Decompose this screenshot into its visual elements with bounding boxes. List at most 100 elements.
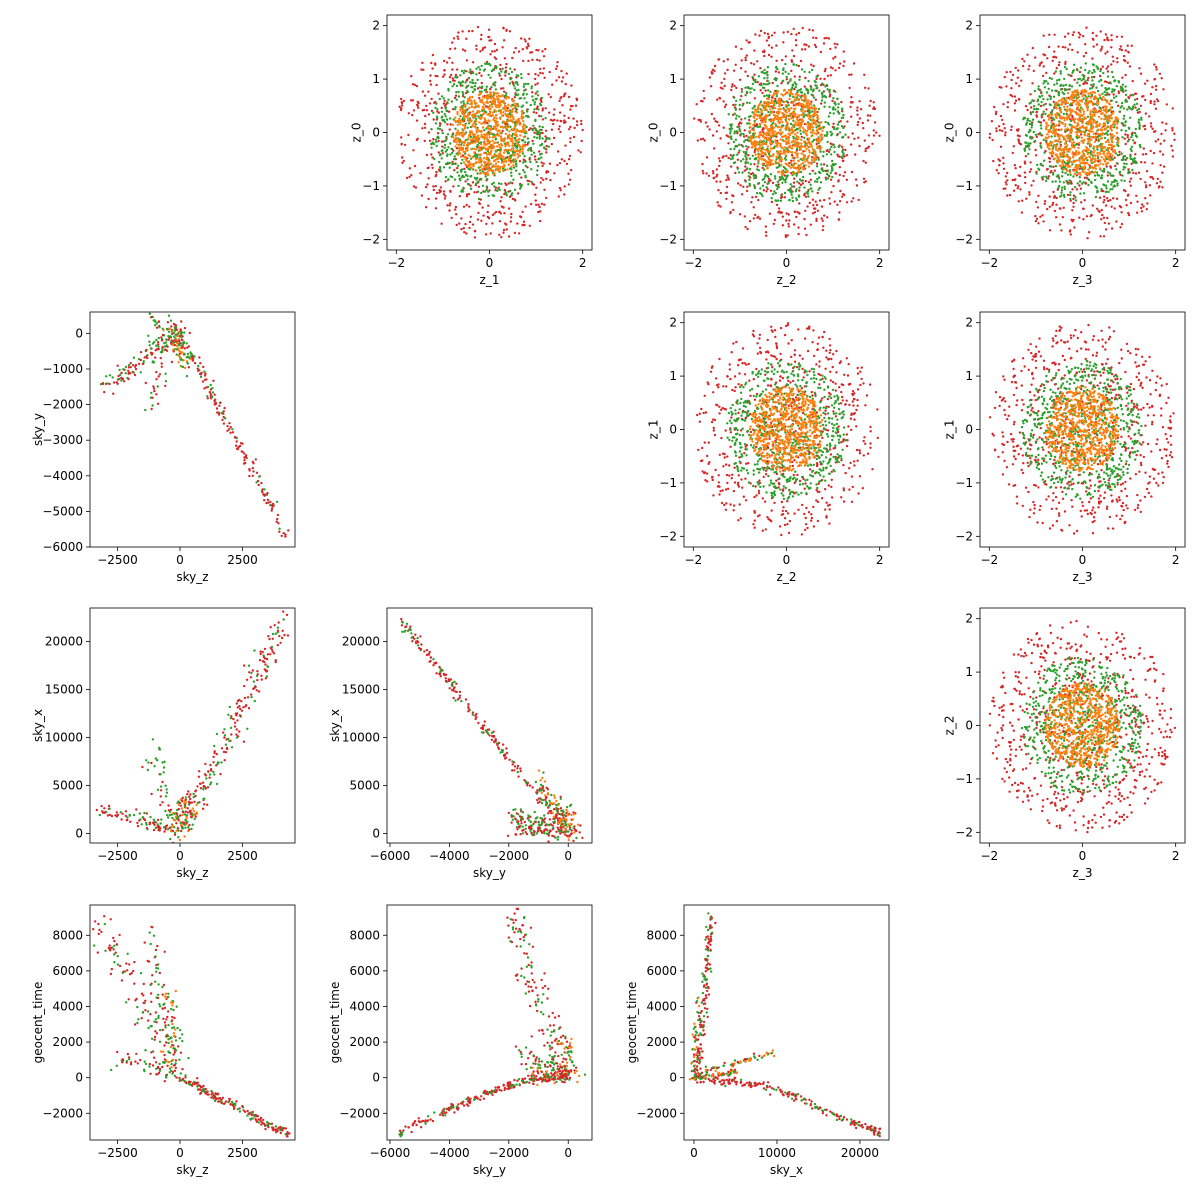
data-point	[549, 95, 552, 99]
data-point	[527, 72, 530, 76]
data-point	[423, 139, 426, 143]
data-point	[533, 103, 536, 106]
data-point	[993, 105, 996, 109]
data-point	[504, 105, 507, 108]
data-point	[459, 119, 462, 122]
data-point	[766, 155, 769, 158]
data-point	[806, 113, 810, 117]
data-point	[1076, 69, 1079, 72]
data-point	[464, 159, 468, 162]
data-point	[484, 233, 488, 236]
data-point	[747, 175, 750, 178]
data-point	[816, 209, 820, 212]
data-point	[736, 125, 739, 129]
data-point	[703, 139, 706, 142]
data-point	[1014, 178, 1017, 181]
data-point	[1057, 63, 1061, 67]
data-point	[460, 148, 464, 152]
data-point	[821, 136, 824, 139]
data-point	[1031, 118, 1035, 121]
data-point	[515, 122, 519, 125]
data-point	[1023, 147, 1026, 150]
data-point	[509, 220, 512, 223]
data-point	[1035, 110, 1039, 114]
data-point	[1123, 162, 1126, 165]
data-point	[807, 104, 811, 107]
data-point	[758, 157, 762, 160]
data-point	[767, 152, 771, 156]
data-point	[530, 180, 533, 184]
data-point	[790, 153, 794, 157]
data-point	[476, 111, 479, 115]
data-point	[438, 160, 441, 164]
data-point	[730, 85, 734, 88]
data-point	[814, 207, 817, 210]
data-point	[457, 146, 461, 150]
data-point	[806, 125, 810, 128]
data-point	[803, 217, 806, 221]
data-point	[502, 155, 505, 159]
data-point	[765, 108, 768, 112]
data-point	[494, 186, 498, 189]
data-point	[553, 108, 556, 111]
data-point	[1152, 151, 1156, 155]
data-point	[507, 207, 511, 210]
data-point	[772, 146, 776, 150]
data-point	[473, 191, 476, 194]
data-point	[1103, 136, 1107, 140]
data-point	[511, 110, 514, 114]
data-point	[524, 160, 527, 163]
data-point	[521, 130, 525, 133]
data-point	[531, 127, 534, 131]
data-point	[808, 102, 812, 105]
data-point	[541, 131, 544, 135]
data-point	[790, 126, 794, 129]
data-point	[507, 182, 510, 185]
data-point	[520, 105, 523, 109]
data-point	[532, 124, 535, 128]
data-point	[773, 175, 777, 178]
data-point	[803, 70, 806, 74]
data-point	[734, 144, 738, 148]
data-point	[493, 42, 497, 46]
data-point	[1096, 89, 1100, 93]
data-point	[523, 89, 526, 92]
data-point	[444, 139, 447, 142]
data-point	[1094, 195, 1098, 199]
data-point	[778, 142, 781, 145]
data-point	[569, 168, 573, 172]
data-point	[1006, 194, 1009, 197]
data-point	[496, 165, 500, 168]
data-point	[790, 191, 793, 194]
data-point	[803, 110, 806, 114]
data-point	[809, 223, 812, 226]
data-point	[756, 115, 759, 118]
data-point	[482, 146, 485, 149]
data-point	[471, 61, 475, 64]
data-point	[1063, 35, 1067, 38]
data-point	[695, 103, 698, 106]
data-point	[508, 195, 512, 198]
data-point	[450, 175, 454, 179]
data-point	[705, 156, 709, 159]
data-point	[475, 67, 478, 71]
data-point	[467, 97, 470, 101]
data-point	[476, 87, 480, 90]
data-point	[815, 217, 818, 221]
data-point	[764, 231, 768, 234]
data-point	[762, 177, 766, 181]
data-point	[790, 151, 793, 154]
data-point	[464, 222, 467, 226]
data-point	[514, 144, 517, 148]
data-point	[458, 133, 461, 136]
data-point	[1017, 69, 1020, 72]
data-point	[812, 138, 816, 142]
data-point	[1137, 118, 1141, 121]
data-point	[810, 86, 813, 89]
data-point	[764, 114, 768, 117]
data-point	[1035, 114, 1038, 117]
data-point	[730, 137, 733, 141]
data-point	[800, 179, 803, 183]
data-point	[1126, 61, 1129, 64]
data-point	[784, 140, 787, 143]
